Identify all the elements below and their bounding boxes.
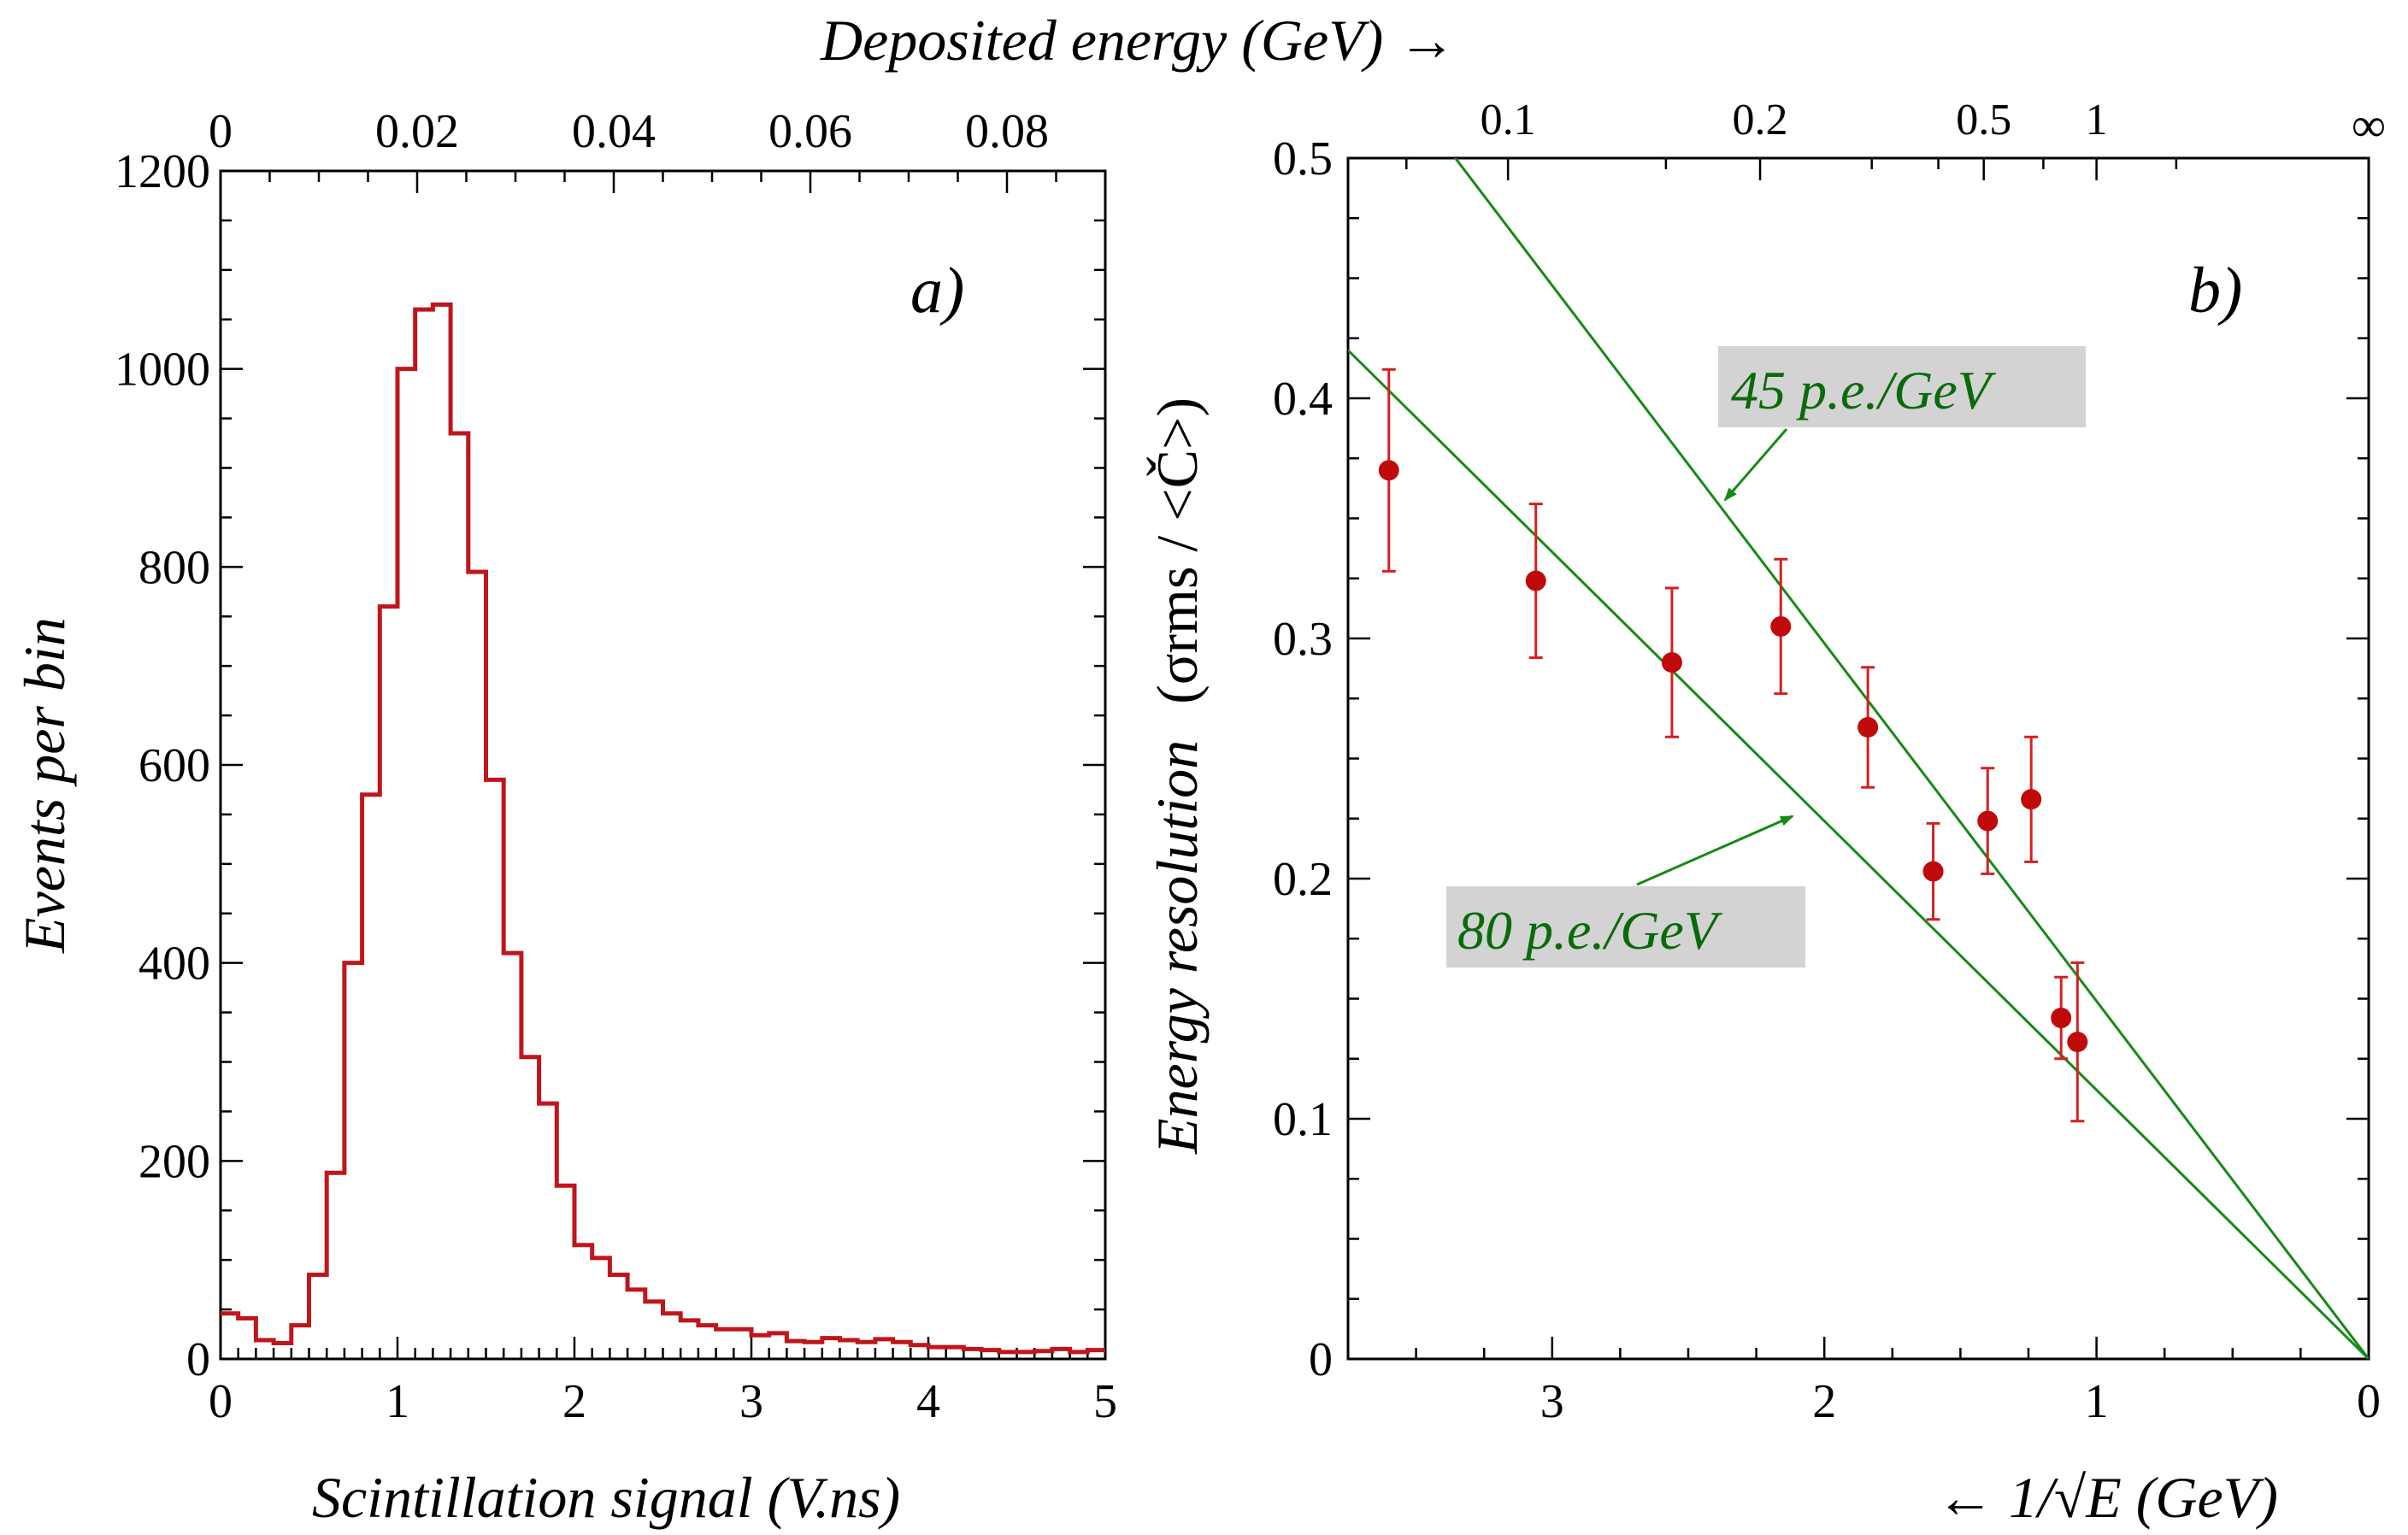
annotation-45pe-box — [1718, 346, 2086, 427]
panel-b-y-tick-label: 0.1 — [1273, 1093, 1333, 1146]
annotation-45pe-label: 45 p.e./GeV — [1731, 360, 1997, 421]
panel-a-histogram: 0 1 2 3 4 5 0 0.02 0.04 0.06 0.08 0 200 400 600 800 1000… — [12, 105, 1117, 1530]
panel-b-y-tick-label: 0.4 — [1273, 373, 1333, 426]
panel-a-y-tick-label: 400 — [138, 938, 210, 991]
point-marker — [1525, 570, 1546, 591]
top-axis-title: Deposited energy (GeV) → — [820, 8, 1456, 73]
histogram-outline — [221, 302, 1105, 1355]
panel-a-y-tick-label: 1000 — [115, 344, 210, 397]
data-point — [1977, 767, 1999, 875]
point-marker — [2067, 1032, 2088, 1053]
panel-b-y-axis-title-main: Energy resolution — [1145, 740, 1210, 1155]
top-axis-title-text: Deposited energy (GeV) → — [820, 8, 1456, 73]
panel-a-y-axis-title: Events per bin — [12, 617, 77, 954]
panel-a-top-tick-label: 0.04 — [572, 105, 656, 158]
panel-b-y-tick-label: 0.5 — [1273, 132, 1333, 185]
annotation-45pe-arrow — [1723, 428, 1788, 502]
panel-b-y-tick-label: 0 — [1309, 1333, 1333, 1386]
panel-a-y-tick-label: 0 — [186, 1333, 210, 1386]
panel-a-x-axis-title: Scintillation signal (V.ns) — [312, 1465, 900, 1530]
data-point — [2067, 961, 2088, 1123]
panel-b-y-tick-label: 0.2 — [1273, 853, 1333, 906]
data-point — [2021, 735, 2042, 863]
panel-b-top-tick-label: 0.2 — [1733, 96, 1788, 144]
panel-a-x-tick-label: 4 — [916, 1375, 940, 1428]
panel-b-tick-labels: 3 2 1 0 0.1 0.2 0.5 1 ∞ 0 0.1 0.2 0.3 0.4 0.5 — [1273, 96, 2386, 1428]
panel-b-x-tick-label: 3 — [1540, 1375, 1564, 1428]
panel-b-x-axis-title: ← 1/√E (GeV) — [1936, 1465, 2278, 1530]
data-point — [1661, 586, 1682, 738]
panel-b-y-axis-title: Energy resolution (σrms / <Č>) — [1145, 397, 1210, 1155]
point-marker — [2021, 789, 2042, 810]
point-marker — [1770, 615, 1792, 637]
panel-a-x-tick-label: 2 — [562, 1375, 586, 1428]
panel-b-x-tick-label: 0 — [2357, 1375, 2381, 1428]
panel-a-ticks — [219, 169, 1107, 1361]
panel-a-top-tick-label: 0 — [209, 105, 233, 158]
point-marker — [1858, 716, 1879, 738]
point-marker — [1922, 861, 1944, 882]
panel-b-x-tick-label: 1 — [2085, 1375, 2109, 1428]
panel-a-y-tick-label: 600 — [138, 739, 210, 792]
panel-b-tag: b) — [2188, 255, 2242, 326]
panel-b-resolution: 3 2 1 0 0.1 0.2 0.5 1 ∞ 0 0.1 0.2 0.3 0.4 0.5 45 p.e./… — [1145, 96, 2386, 1530]
panel-a-x-tick-label: 0 — [209, 1375, 233, 1428]
panel-a-y-tick-label: 800 — [138, 541, 210, 594]
data-point — [1378, 368, 1399, 573]
annotation-80pe-arrow — [1636, 815, 1794, 886]
panel-b-top-tick-label: ∞ — [2352, 99, 2386, 152]
panel-b-top-tick-label: 1 — [2086, 96, 2108, 144]
panel-a-tick-labels: 0 1 2 3 4 5 0 0.02 0.04 0.06 0.08 0 200 400 600 800 1000… — [115, 105, 1117, 1428]
panel-a-y-tick-label: 200 — [138, 1135, 210, 1188]
panel-a-x-tick-label: 5 — [1093, 1375, 1117, 1428]
point-marker — [1661, 652, 1682, 673]
data-point — [1525, 503, 1546, 659]
annotation-80pe: 80 p.e./GeV — [1446, 815, 1805, 967]
panel-b-data-points — [1378, 368, 2088, 1123]
data-point — [1770, 557, 1792, 696]
panel-a-y-tick-label: 1200 — [115, 145, 210, 198]
data-point — [1922, 821, 1944, 921]
panel-b-fit-lines — [1348, 158, 2369, 1359]
panel-a-tag: a) — [910, 255, 964, 326]
data-point — [2051, 975, 2072, 1061]
point-marker — [2051, 1007, 2072, 1028]
point-marker — [1378, 460, 1399, 481]
panel-a-top-tick-label: 0.02 — [375, 105, 459, 158]
annotation-45pe: 45 p.e./GeV — [1718, 346, 2086, 502]
fit-line-80pe — [1348, 349, 2369, 1359]
data-point — [1858, 666, 1879, 789]
annotation-80pe-label: 80 p.e./GeV — [1457, 900, 1723, 961]
panel-b-frame — [1346, 156, 2370, 1361]
panel-a-top-tick-label: 0.08 — [965, 105, 1049, 158]
panel-b-ticks — [1346, 156, 2370, 1361]
annotation-80pe-box — [1446, 886, 1805, 967]
fit-line-45pe — [1453, 158, 2369, 1359]
panel-a-frame — [219, 169, 1107, 1361]
panel-b-x-tick-label: 2 — [1812, 1375, 1836, 1428]
panel-a-x-tick-label: 3 — [739, 1375, 763, 1428]
panel-a-top-tick-label: 0.06 — [768, 105, 852, 158]
panel-b-top-tick-label: 0.1 — [1481, 96, 1536, 144]
panel-b-top-tick-label: 0.5 — [1956, 96, 2011, 144]
point-marker — [1977, 810, 1999, 832]
panel-b-y-axis-title-suffix: (σrms / <Č>) — [1145, 397, 1210, 704]
panel-a-x-tick-label: 1 — [386, 1375, 409, 1428]
panel-b-y-tick-label: 0.3 — [1273, 613, 1333, 666]
